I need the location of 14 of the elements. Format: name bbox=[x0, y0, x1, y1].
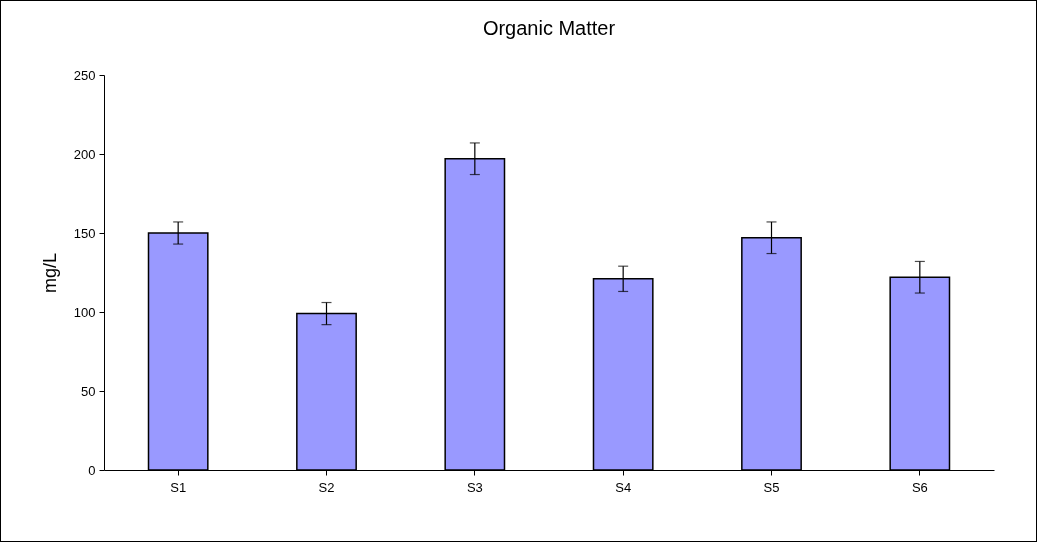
y-tick-label: 0 bbox=[88, 462, 96, 478]
x-tick-label: S1 bbox=[170, 479, 187, 495]
x-tick-label: S3 bbox=[466, 479, 483, 495]
x-tick-label: S2 bbox=[318, 479, 335, 495]
x-tick-label: S4 bbox=[615, 479, 632, 495]
y-tick-label: 200 bbox=[73, 146, 96, 162]
x-tick-label: S6 bbox=[911, 479, 928, 495]
y-tick-label: 250 bbox=[73, 67, 96, 83]
y-tick-label: 100 bbox=[73, 304, 96, 320]
chart-title: Organic Matter bbox=[482, 17, 616, 39]
y-tick-label: 50 bbox=[81, 383, 96, 399]
y-tick-label: 150 bbox=[73, 225, 96, 241]
x-tick-label: S5 bbox=[763, 479, 780, 495]
y-axis-title: mg/L bbox=[39, 252, 60, 294]
